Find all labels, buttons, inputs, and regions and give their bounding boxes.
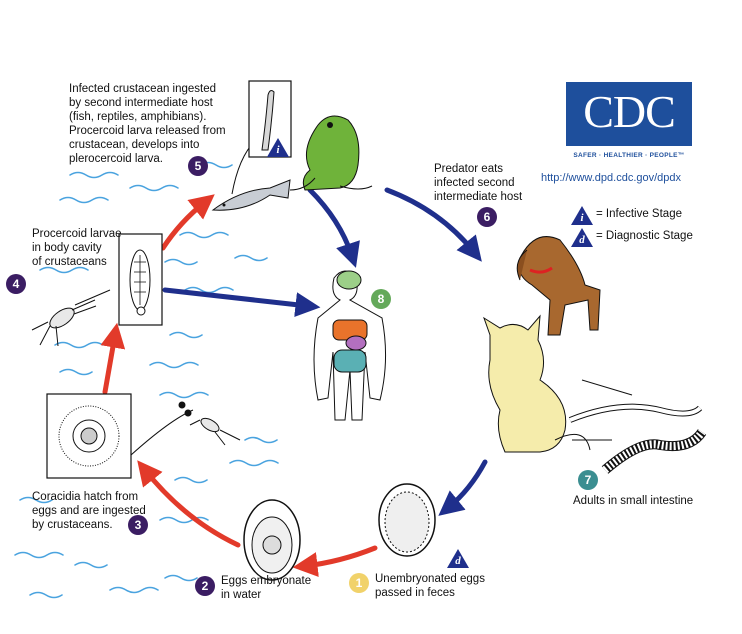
adult-worms: [568, 403, 707, 474]
step-5-badge: 5: [188, 156, 208, 176]
legend-infective-marker: i: [571, 206, 593, 225]
cat: [483, 314, 591, 453]
step-6-badge: 6: [477, 207, 497, 227]
cdc-logo-letters: CDC: [583, 86, 676, 137]
cdc-tagline: SAFER · HEALTHIER · PEOPLE™: [573, 152, 685, 159]
fish: [211, 179, 291, 211]
step-6-label: Predator eats infected second intermedia…: [434, 163, 523, 203]
unembryonated-egg: [378, 483, 436, 557]
legend-diagnostic-marker: d: [571, 228, 593, 247]
step-4-badge: 4: [6, 274, 26, 294]
coracidium-box: [46, 393, 132, 479]
copepod: [31, 289, 111, 347]
cdc-url-link[interactable]: http://www.dpd.cdc.gov/dpdx: [541, 172, 682, 184]
step-2-badge: 2: [195, 576, 215, 596]
plerocercoid-box: [248, 80, 292, 158]
frog: [289, 115, 373, 191]
human-body: [313, 270, 387, 421]
cycle-arrows-red: [100, 194, 378, 577]
step-3-label: Coracidia hatch from eggs and are ingest…: [32, 491, 146, 531]
embryonated-egg: [243, 499, 301, 581]
step-1-label: Unembryonated eggs passed in feces: [375, 573, 485, 599]
infective-stage-marker: i: [267, 138, 289, 157]
water-waves: [14, 161, 279, 599]
step-4-label: Procercoid larvae in body cavity of crus…: [32, 228, 122, 268]
dog: [516, 236, 601, 336]
step-8-badge: 8: [371, 289, 391, 309]
step-1-badge: 1: [349, 573, 369, 593]
step-7-label: Adults in small intestine: [573, 495, 694, 507]
step-3-badge: 3: [128, 515, 148, 535]
coracidia-and-copepod: [178, 401, 241, 446]
diagnostic-stage-marker: d: [447, 549, 469, 568]
legend-infective-label: = Infective Stage: [596, 208, 682, 220]
legend-diagnostic-label: = Diagnostic Stage: [596, 230, 693, 242]
step-2-label: Eggs embryonate in water: [221, 575, 312, 601]
cdc-logo: CDC: [566, 82, 692, 146]
step-7-badge: 7: [578, 470, 598, 490]
cycle-arrows-blue: [162, 187, 488, 516]
step-5-label: Infected crustacean ingested by second i…: [69, 83, 226, 165]
procercoid-box: [118, 233, 163, 326]
